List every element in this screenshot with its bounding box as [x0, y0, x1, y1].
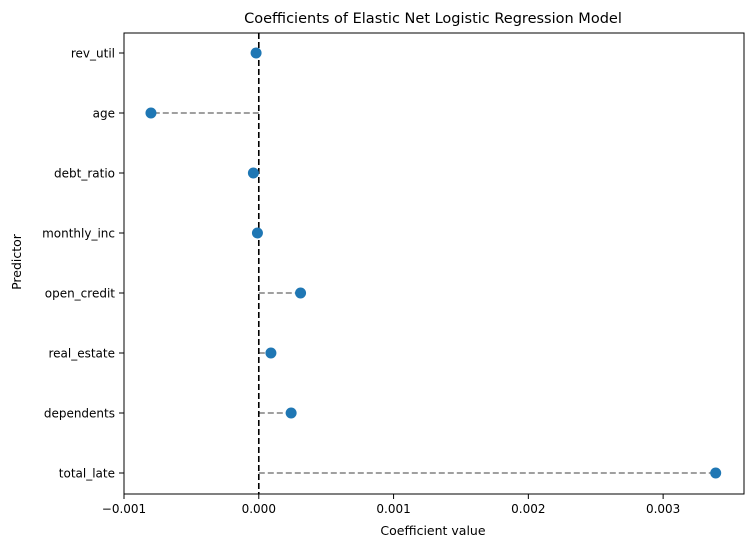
y-tick-label-monthly_inc: monthly_inc [42, 227, 115, 241]
point-age [145, 107, 157, 119]
x-tick-label-1: 0.000 [242, 502, 276, 516]
point-monthly_inc [251, 227, 263, 239]
x-axis-label: Coefficient value [380, 523, 485, 538]
point-open_credit [295, 287, 307, 299]
x-tick-label-3: 0.002 [511, 502, 545, 516]
y-tick-label-debt_ratio: debt_ratio [54, 167, 115, 181]
y-axis-label: Predictor [9, 233, 24, 290]
x-tick-label-0: −0.001 [102, 502, 146, 516]
plot-frame [123, 32, 745, 495]
y-tick-label-dependents: dependents [44, 407, 115, 421]
point-total_late [710, 467, 722, 479]
x-tick-label-2: 0.001 [376, 502, 410, 516]
y-tick-label-age: age [93, 107, 115, 121]
y-tick-label-rev_util: rev_util [71, 47, 115, 61]
point-debt_ratio [247, 167, 259, 179]
y-tick-label-real_estate: real_estate [48, 347, 115, 361]
y-tick-label-open_credit: open_credit [45, 287, 116, 301]
y-tick-label-total_late: total_late [59, 467, 115, 481]
chart-title: Coefficients of Elastic Net Logistic Reg… [244, 11, 622, 27]
point-real_estate [265, 347, 277, 359]
point-dependents [285, 407, 297, 419]
x-tick-label-4: 0.003 [646, 502, 680, 516]
point-rev_util [250, 47, 262, 59]
